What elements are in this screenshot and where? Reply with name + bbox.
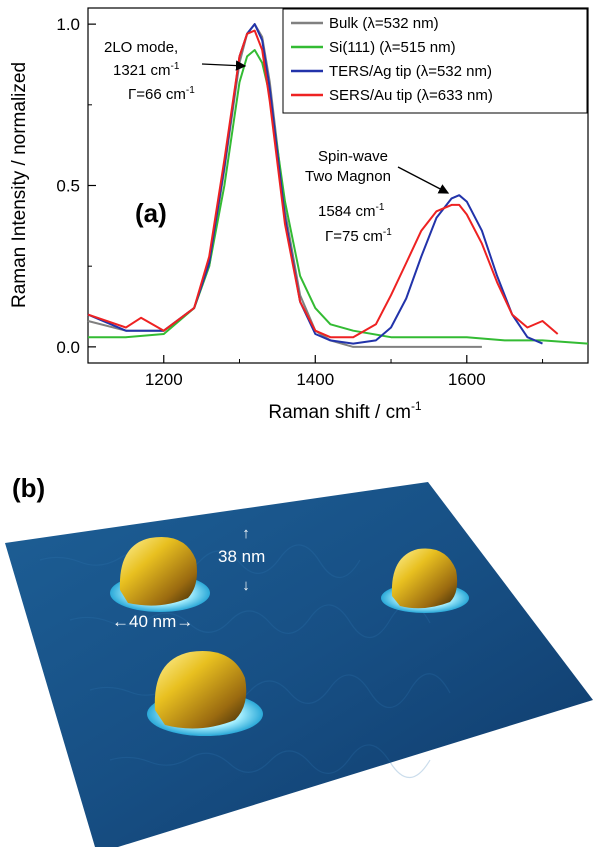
annotation-spinwave-line2: Two Magnon	[305, 168, 391, 185]
nanoparticle-1	[110, 536, 210, 612]
annotation-spinwave-arrow	[397, 166, 450, 194]
y-tick-label: 0.5	[56, 177, 80, 196]
x-tick-label: 1600	[448, 370, 486, 389]
legend-box	[282, 8, 588, 114]
annotation-spinwave: Spin-wave Two Magnon 1584 cm-1 Γ=75 cm-1	[305, 148, 450, 245]
afm-surface	[5, 482, 593, 847]
height-label: 38 nm	[218, 547, 265, 566]
legend-label: SERS/Au tip (λ=633 nm)	[329, 87, 493, 104]
height-arrow-down: ↓	[242, 577, 250, 594]
annotation-2lo-line2: 1321 cm-1	[113, 61, 180, 79]
height-arrow-up: ↑	[242, 525, 250, 542]
y-axis-label: Raman Intensity / normalized	[9, 62, 30, 308]
x-tick-label: 1400	[296, 370, 334, 389]
panel-b: (b) ↑ 38 nm ↓ ←40 nm→	[5, 473, 593, 847]
legend-label: TERS/Ag tip (λ=532 nm)	[329, 63, 492, 80]
legend-label: Si(111) (λ=515 nm)	[329, 39, 456, 56]
annotation-2lo-arrow	[201, 60, 247, 71]
width-label: ←40 nm→	[112, 612, 193, 631]
y-tick-label: 0.0	[56, 338, 80, 357]
legend: Bulk (λ=532 nm) Si(111) (λ=515 nm) TERS/Ag…	[282, 8, 588, 114]
legend-label: Bulk (λ=532 nm)	[329, 15, 439, 32]
annotation-spinwave-line3: 1584 cm-1	[318, 202, 385, 220]
y-tick-label: 1.0	[56, 15, 80, 34]
annotation-2lo-line3: Γ=66 cm-1	[128, 85, 195, 103]
raman-chart: 1200 1400 1600 0.0 0.5 1.0 Raman Intensity / …	[9, 7, 589, 423]
nanoparticle-3	[381, 548, 469, 613]
annotation-2lo: 2LO mode, 1321 cm-1 Γ=66 cm-1	[104, 39, 247, 103]
panel-a-label: (a)	[135, 198, 167, 228]
x-tick-label: 1200	[145, 370, 183, 389]
series-line-4	[87, 29, 559, 339]
x-axis-label: Raman shift / cm-1	[268, 399, 422, 423]
annotation-spinwave-line1: Spin-wave	[318, 148, 388, 165]
surface-texture	[39, 544, 451, 779]
series-layer	[87, 23, 589, 348]
panel-b-label: (b)	[12, 473, 45, 503]
axis-ticks: 1200 1400 1600 0.0 0.5 1.0	[56, 15, 544, 389]
annotation-spinwave-line4: Γ=75 cm-1	[325, 227, 392, 245]
annotation-2lo-line1: 2LO mode,	[104, 39, 178, 56]
nanoparticle-2	[147, 651, 263, 736]
